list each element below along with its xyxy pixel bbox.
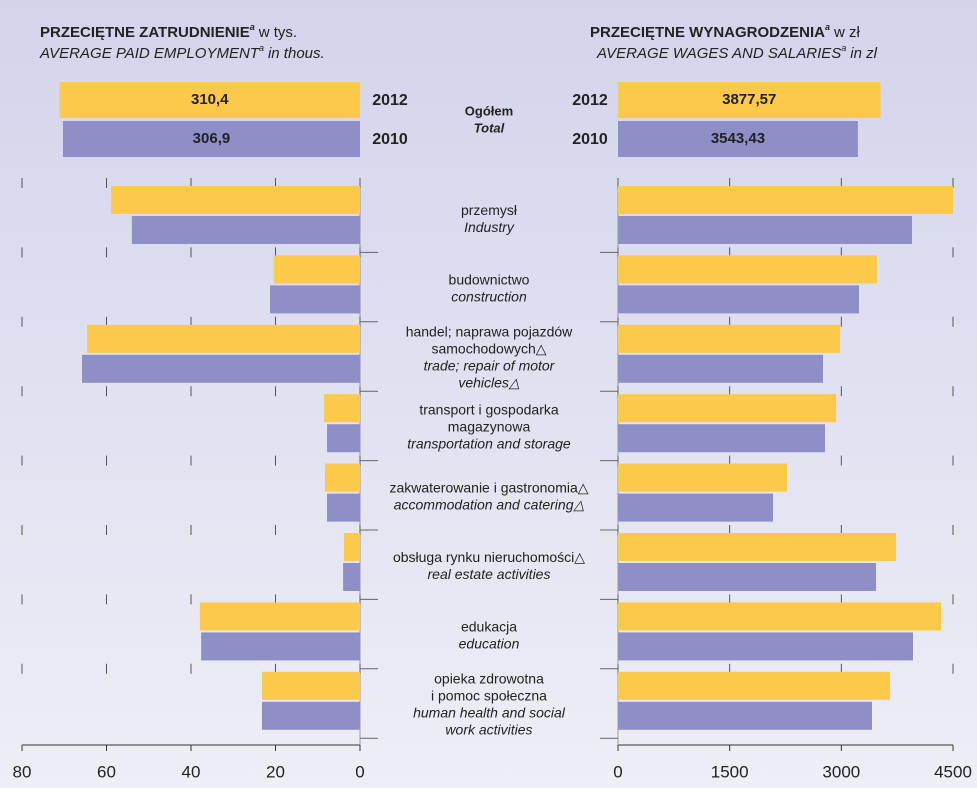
bar [324, 463, 360, 492]
total-value-label: 3543,43 [711, 130, 765, 147]
subtitle: AVERAGE PAID EMPLOYMENT [39, 45, 261, 62]
x-tick-label: 1500 [711, 762, 749, 781]
bar [618, 533, 896, 561]
right-title: PRZECIĘTNE WYNAGRODZENIAa w zł [590, 22, 861, 41]
row-label: przemysł [461, 202, 518, 218]
x-tick-label: 40 [182, 762, 201, 781]
x-tick-label: 0 [355, 762, 364, 781]
row-label: obsługa rynku nieruchomości△ [393, 549, 585, 565]
row-label: vehicles△ [458, 375, 520, 391]
bar [199, 602, 360, 631]
row-label: i pomoc społeczna [431, 688, 547, 704]
left-subtitle: AVERAGE PAID EMPLOYMENTa in thous. [39, 43, 325, 62]
bar [618, 671, 891, 700]
x-tick-label: 60 [97, 762, 116, 781]
bar [618, 424, 826, 453]
legend-year: 2010 [572, 131, 608, 148]
title-note: a [825, 22, 830, 32]
row-label: real estate activities [428, 566, 551, 582]
bar [618, 632, 914, 661]
row-label: handel; naprawa pojazdów [406, 324, 573, 340]
total-value-label: 310,4 [191, 91, 229, 108]
title-unit: w tys. [258, 24, 297, 41]
left-title: PRZECIĘTNE ZATRUDNIENIEa w tys. [40, 22, 297, 41]
bar [270, 285, 360, 314]
total-bar [618, 121, 858, 157]
bar [273, 255, 360, 284]
bar [618, 285, 859, 314]
subtitle-unit: in thous. [268, 45, 325, 62]
bar [201, 632, 360, 661]
total-label: Ogółem [465, 103, 513, 118]
x-tick-label: 20 [266, 762, 285, 781]
bar [618, 602, 942, 631]
bar [618, 394, 836, 423]
row-label: transportation and storage [407, 436, 571, 452]
title: PRZECIĘTNE WYNAGRODZENIA [590, 24, 825, 41]
row-label: samochodowych△ [431, 341, 546, 357]
total-label-en: Total [474, 120, 505, 135]
bar [81, 354, 361, 383]
row-label: magazynowa [448, 419, 531, 435]
bar [261, 701, 360, 730]
legend-year: 2012 [372, 92, 408, 109]
bar [343, 533, 360, 561]
total-value-label: 306,9 [193, 130, 231, 147]
bar [618, 354, 824, 383]
title: PRZECIĘTNE ZATRUDNIENIE [40, 24, 250, 41]
bar [618, 493, 773, 522]
legend-year: 2010 [372, 131, 408, 148]
bar [618, 255, 877, 284]
bar [111, 186, 361, 214]
row-label: zakwaterowanie i gastronomia△ [389, 480, 588, 496]
x-tick-label: 4500 [934, 762, 972, 781]
total-bar [62, 121, 360, 157]
bar [618, 563, 877, 591]
bar [324, 394, 360, 423]
row-label: transport i gospodarka [419, 402, 559, 418]
title-unit: w zł [833, 24, 861, 41]
total-value-label: 3877,57 [722, 91, 776, 108]
total-bar [618, 82, 881, 118]
bar [327, 493, 360, 522]
bar [618, 186, 953, 214]
row-label: edukacja [461, 618, 517, 634]
x-tick-label: 0 [613, 762, 622, 781]
row-label: opieka zdrowotna [434, 671, 544, 687]
row-label: trade; repair of motor [424, 358, 556, 374]
right-subtitle: AVERAGE WAGES AND SALARIESa in zl [596, 43, 878, 62]
subtitle-note: a [841, 43, 846, 53]
row-label: Industry [464, 219, 515, 235]
row-label: education [459, 635, 520, 651]
subtitle: AVERAGE WAGES AND SALARIES [596, 45, 841, 62]
bar [618, 701, 873, 730]
bar [261, 671, 360, 700]
bar [618, 324, 840, 353]
row-label: construction [451, 288, 527, 304]
x-tick-label: 3000 [822, 762, 860, 781]
total-bar [59, 82, 360, 118]
bar [343, 563, 360, 591]
bar [618, 463, 787, 492]
row-label: accommodation and catering△ [394, 497, 585, 513]
subtitle-unit: in zl [850, 45, 877, 62]
x-tick-label: 80 [13, 762, 32, 781]
bar [87, 324, 360, 353]
subtitle-note: a [259, 43, 264, 53]
legend-year: 2012 [572, 92, 608, 109]
bar [131, 216, 360, 244]
row-label: human health and social [413, 705, 566, 721]
row-label: work activities [445, 722, 532, 738]
bar [327, 424, 360, 453]
row-label: budownictwo [449, 271, 530, 287]
bar [618, 216, 912, 244]
title-note: a [250, 22, 255, 32]
